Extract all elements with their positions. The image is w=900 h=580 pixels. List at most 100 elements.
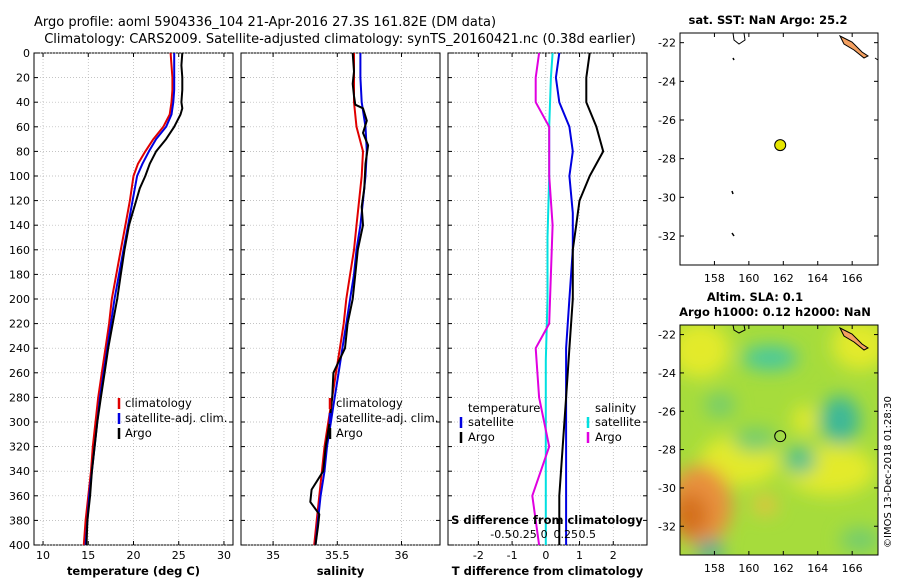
sst-map-panel: sat. SST: NaN Argo: 25.2 158 160 162 164 166… (658, 13, 879, 285)
series-line-s-satellite (544, 52, 554, 545)
legend-label: climatology (125, 396, 192, 410)
legend-label: satellite-adj. clim. (336, 411, 438, 425)
sst-map-axes: 158 160 162 164 166 -22 -24 -26 -28 -30 -32 (658, 33, 878, 285)
secondary-x-tick-label: 0.5 (579, 528, 597, 541)
secondary-x-tick-label: -0.5 (490, 528, 511, 541)
argo-position-marker (774, 430, 787, 443)
land-new-caledonia (838, 34, 869, 59)
y-tick-label: 60 (16, 121, 30, 134)
island-dot (731, 190, 734, 195)
y-tick-label: 140 (9, 219, 30, 232)
coast-outline (732, 325, 746, 334)
y-tick-label: 260 (9, 367, 30, 380)
legend-label: Argo (336, 426, 363, 440)
coast-outline (732, 32, 746, 45)
legend-label: Argo (125, 426, 152, 440)
argo-position-marker (774, 139, 787, 152)
y-tick-label: -22 (658, 329, 676, 342)
x-tick-label: 162 (773, 272, 794, 285)
legend-label: satellite (468, 415, 514, 429)
secondary-x-tick-label: 0 (541, 528, 548, 541)
sla-map-subtitle: Argo h1000: 0.12 h2000: NaN (679, 305, 871, 319)
y-tick-label: 320 (9, 441, 30, 454)
difference-panel: -2 -1 0 1 2 T difference from climatology temp… (447, 52, 648, 578)
y-tick-label: -30 (658, 191, 676, 204)
secondary-x-axis-label: S difference from climatology (451, 513, 643, 527)
x-tick-label: 158 (704, 272, 725, 285)
y-tick-label: 400 (9, 539, 30, 552)
y-tick-label: 380 (9, 514, 30, 527)
series-line-s-argo (531, 52, 554, 546)
x-tick-label: 164 (807, 272, 828, 285)
figure-title-line2: Climatology: CARS2009. Satellite-adjuste… (44, 32, 636, 47)
sla-map-title: Altim. SLA: 0.1 (707, 290, 803, 304)
series-line-argo (309, 52, 370, 546)
legend-label: Argo (595, 430, 622, 444)
legend-header-salinity: salinity (595, 401, 636, 415)
series-line-t-argo (558, 52, 605, 545)
series-line-climatology (313, 53, 364, 546)
imos-timestamp: ©IMOS 13-Dec-2018 01:28:30 (883, 396, 894, 548)
series-line-satellite-adj-clim- (314, 53, 368, 546)
salinity-panel: 35 35.5 36 salinity climatologysatellite-adj… (240, 52, 441, 578)
x-tick-label: 166 (842, 272, 863, 285)
x-tick-label: 1 (576, 549, 583, 562)
x-axis-label: T difference from climatology (452, 564, 644, 578)
x-tick-label: 10 (36, 549, 50, 562)
series-line-climatology (82, 52, 174, 546)
y-tick-label: 80 (16, 145, 30, 158)
y-tick-label: -26 (658, 405, 676, 418)
y-tick-label: 280 (9, 391, 30, 404)
sla-map-frame (679, 324, 879, 556)
y-tick-label: 300 (9, 416, 30, 429)
sla-map-axes: 158 160 162 164 166 -22 -24 -26 -28 -30 -32 (658, 325, 878, 575)
y-tick-label: -24 (658, 75, 676, 88)
series-line-argo (85, 52, 184, 546)
y-tick-label: -24 (658, 367, 676, 380)
x-axis-label: temperature (deg C) (67, 564, 200, 578)
legend-label: satellite (595, 415, 641, 429)
x-tick-label: 160 (738, 272, 759, 285)
y-tick-label: -32 (658, 230, 676, 243)
x-tick-label: 25 (172, 549, 186, 562)
legend-label: satellite-adj. clim. (125, 411, 227, 425)
y-tick-label: -32 (658, 520, 676, 533)
sla-map-panel: Altim. SLA: 0.1 Argo h1000: 0.12 h2000: … (658, 290, 879, 575)
x-tick-label: 0 (542, 549, 549, 562)
y-tick-label: 360 (9, 490, 30, 503)
y-tick-label: -26 (658, 114, 676, 127)
secondary-x-tick-label: 0.25 (553, 528, 578, 541)
sla-heatmap (680, 325, 878, 555)
y-tick-label: 240 (9, 342, 30, 355)
temperature-panel: 0 20 40 60 80 100 120 140 160 180 200 220 240 260 280 3… (9, 47, 234, 578)
y-tick-label: 200 (9, 293, 30, 306)
y-tick-label: 40 (16, 96, 30, 109)
y-tick-label: 0 (23, 47, 30, 60)
y-tick-label: -28 (658, 444, 676, 457)
x-tick-label: 166 (842, 562, 863, 575)
x-tick-label: 162 (773, 562, 794, 575)
y-tick-label: 340 (9, 465, 30, 478)
x-tick-label: 15 (81, 549, 95, 562)
y-tick-label: 120 (9, 195, 30, 208)
y-tick-label: -22 (658, 37, 676, 50)
x-tick-label: 35 (266, 549, 280, 562)
sst-map-title: sat. SST: NaN Argo: 25.2 (688, 13, 847, 27)
x-tick-label: 35.5 (325, 549, 350, 562)
y-tick-label: 160 (9, 244, 30, 257)
figure-title-line1: Argo profile: aoml 5904336_104 21-Apr-20… (34, 15, 496, 30)
x-tick-label: 2 (610, 549, 617, 562)
island-dot (732, 57, 735, 61)
x-tick-label: -1 (507, 549, 518, 562)
x-axis-label: salinity (317, 564, 365, 578)
land-new-caledonia (838, 326, 869, 351)
y-tick-label: 220 (9, 318, 30, 331)
legend-label: Argo (468, 430, 495, 444)
y-tick-label: 20 (16, 72, 30, 85)
series-line-t-satellite (554, 52, 574, 545)
y-tick-label: 180 (9, 268, 30, 281)
legend-header-temperature: temperature (468, 401, 540, 415)
legend-label: climatology (336, 396, 403, 410)
x-tick-label: 36 (394, 549, 408, 562)
